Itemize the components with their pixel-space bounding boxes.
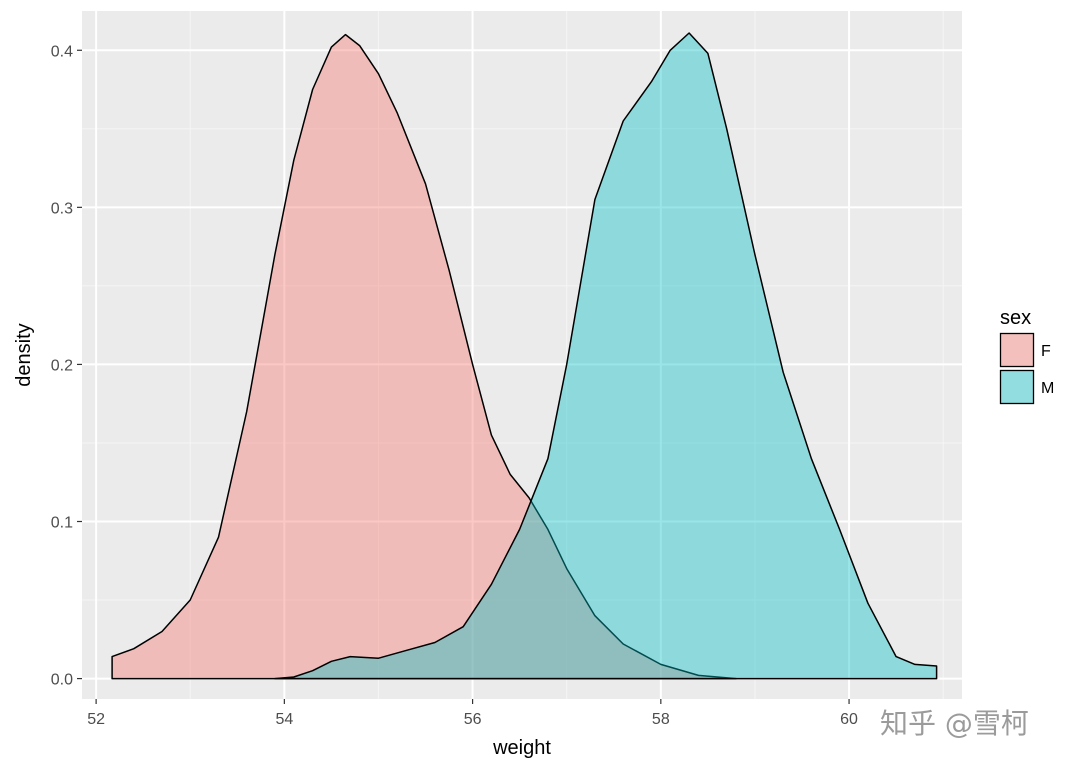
y-tick-label: 0.3: [51, 200, 73, 217]
x-tick-label: 54: [275, 711, 293, 728]
minor-gridlines: [82, 11, 962, 699]
x-tick-label: 58: [652, 711, 670, 728]
watermark: 知乎 @雪柯: [880, 707, 1029, 740]
x-axis-title: weight: [492, 737, 551, 759]
density-area-M: [274, 32, 938, 680]
legend-label-M: M: [1041, 380, 1054, 397]
legend-swatch-M: [999, 369, 1035, 405]
x-tick-label: 60: [840, 711, 858, 728]
density-area-F: [111, 33, 737, 680]
y-tick-label: 0.0: [51, 672, 73, 689]
legend-swatch-F: [999, 332, 1035, 368]
x-axis: 52 54 56 58 60: [87, 699, 858, 728]
y-axis: 0.0 0.1 0.2 0.3 0.4: [51, 43, 82, 689]
x-tick-label: 52: [87, 711, 105, 728]
y-tick-label: 0.4: [51, 43, 73, 60]
x-tick-label: 56: [464, 711, 482, 728]
legend-title: sex: [1000, 307, 1031, 329]
density-areas: [111, 32, 938, 680]
legend-key-bg: [1000, 333, 1034, 367]
legend: sex FM: [999, 307, 1054, 405]
legend-label-F: F: [1041, 343, 1051, 360]
legend-items: FM: [999, 332, 1054, 405]
y-tick-label: 0.1: [51, 515, 73, 532]
plot-panel: [82, 11, 962, 699]
y-tick-label: 0.2: [51, 357, 73, 374]
y-axis-title: density: [13, 323, 35, 386]
legend-key-bg: [1000, 370, 1034, 404]
